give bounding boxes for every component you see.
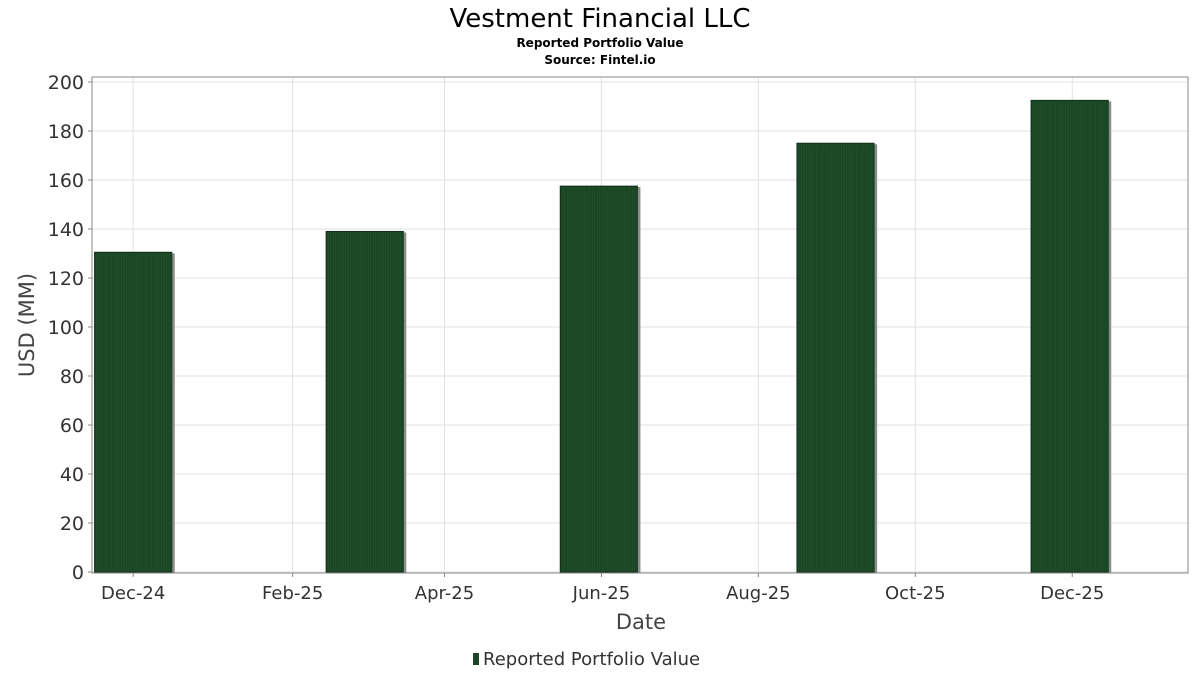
bar-body [796,142,875,573]
legend-label: Reported Portfolio Value [483,649,700,670]
x-tick-label: Dec-24 [101,583,165,604]
bars [94,99,1112,573]
y-tick-label: 160 [48,170,84,192]
y-axis-label: USD (MM) [15,273,39,377]
y-tick-label: 200 [48,72,84,94]
chart-subtitle: Reported Portfolio Value [516,36,683,50]
y-axis: 0 20 40 60 80 100 120 140 160 180 200 [48,72,92,584]
x-axis: Dec-24 Feb-25 Apr-25 Jun-25 Aug-25 Oct-25 Dec-… [101,573,1104,604]
x-tick-label: Apr-25 [415,583,474,604]
bar-body [325,230,404,573]
x-tick-label: Dec-25 [1040,583,1104,604]
bar [796,142,878,573]
bar-body [1030,99,1109,573]
bar-body [94,251,173,573]
y-tick-label: 80 [60,366,84,388]
chart-source: Source: Fintel.io [544,53,655,67]
y-tick-label: 40 [60,464,84,486]
bar [559,185,641,573]
y-tick-label: 180 [48,121,84,143]
bar [325,230,407,573]
x-tick-label: Oct-25 [885,583,946,604]
x-tick-label: Aug-25 [726,583,791,604]
x-tick-label: Jun-25 [572,583,631,604]
y-tick-label: 120 [48,268,84,290]
plot-border [91,76,1189,574]
bar [1030,99,1112,573]
legend-swatch [473,653,479,665]
chart-title: Vestment Financial LLC [449,4,750,34]
bar-body [559,185,638,573]
x-axis-label: Date [616,610,666,634]
bar [94,251,175,573]
y-tick-label: 20 [60,513,84,535]
y-tick-label: 140 [48,219,84,241]
y-tick-label: 100 [48,317,84,339]
legend: Reported Portfolio Value [473,649,700,670]
y-tick-label: 0 [72,562,84,584]
y-tick-label: 60 [60,415,84,437]
x-tick-label: Feb-25 [262,583,323,604]
